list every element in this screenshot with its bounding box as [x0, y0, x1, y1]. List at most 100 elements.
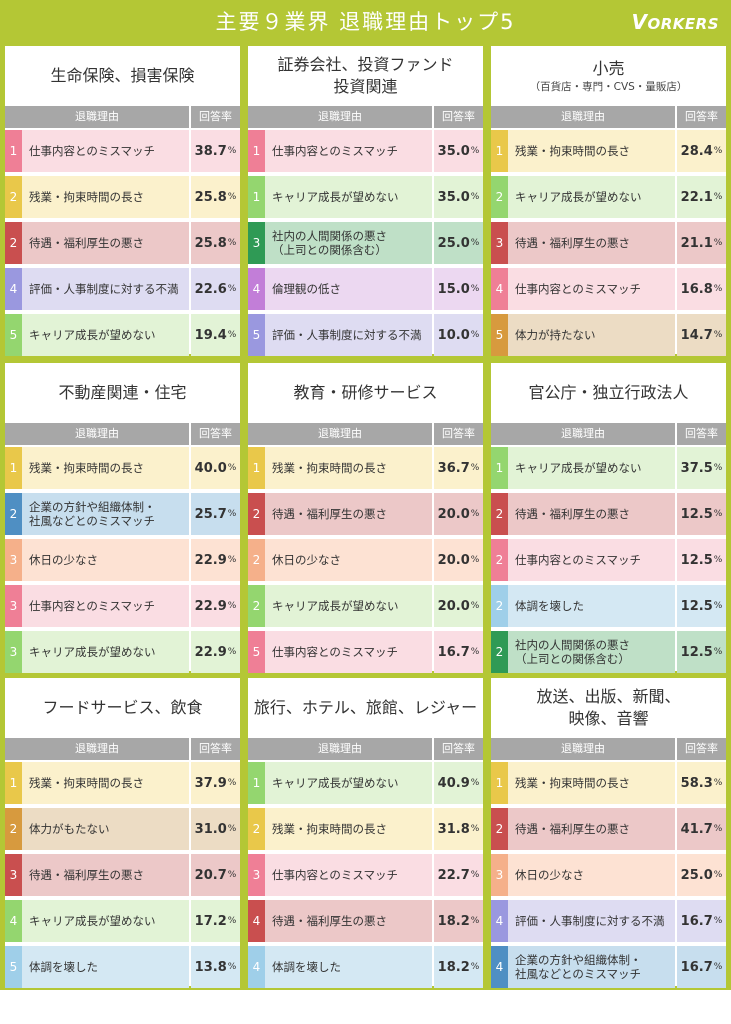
- panel-title-block: 旅行、ホテル、旅館、レジャー: [248, 678, 483, 738]
- reason-cell: 2 キャリア成長が望めない: [248, 585, 432, 627]
- rate-value: 25.7%: [191, 493, 240, 535]
- rank-badge: 2: [5, 176, 22, 218]
- rate-unit: %: [227, 146, 237, 156]
- industry-panel: 生命保険、損害保険 退職理由 回答率 1 仕事内容とのミスマッチ 38.7% 2 残業・拘束時…: [5, 46, 240, 356]
- reason-label: 体調を壊した: [515, 599, 584, 613]
- rate-unit: %: [470, 916, 480, 926]
- panel-title-block: 小売 （百貨店・専門・CVS・量販店）: [491, 46, 726, 106]
- rate-value: 18.2%: [434, 900, 483, 942]
- rate-value: 37.5%: [677, 447, 726, 489]
- rate-number: 25.0: [437, 235, 470, 251]
- panel-title: 証券会社、投資ファンド: [277, 55, 454, 74]
- table-row: 4 仕事内容とのミスマッチ 16.8%: [491, 268, 726, 310]
- reason-label: 待遇・福利厚生の悪さ: [272, 914, 387, 928]
- rate-number: 22.9: [194, 644, 227, 660]
- rate-unit: %: [713, 238, 723, 248]
- table-row: 2 仕事内容とのミスマッチ 12.5%: [491, 539, 726, 581]
- rank-badge: 2: [248, 493, 265, 535]
- reason-cell: 1 キャリア成長が望めない: [491, 447, 675, 489]
- rank-badge: 2: [5, 808, 22, 850]
- reason-label: 仕事内容とのミスマッチ: [515, 553, 642, 567]
- rate-value: 22.9%: [191, 539, 240, 581]
- rank-badge: 5: [491, 314, 508, 356]
- rank-badge: 3: [491, 854, 508, 896]
- reason-cell: 4 キャリア成長が望めない: [5, 900, 189, 942]
- rank-badge: 3: [248, 222, 265, 264]
- rank-badge: 4: [248, 946, 265, 988]
- rate-number: 25.7: [194, 506, 227, 522]
- rate-unit: %: [227, 824, 237, 834]
- reason-label: キャリア成長が望めない: [29, 328, 156, 342]
- rate-value: 14.7%: [677, 314, 726, 356]
- header-reason: 退職理由: [491, 738, 675, 760]
- table-row: 2 体調を壊した 12.5%: [491, 585, 726, 627]
- rank-badge: 2: [248, 539, 265, 581]
- reason-label: 社内の人間関係の悪さ （上司との関係含む）: [515, 638, 630, 666]
- panel-title-block: 生命保険、損害保険: [5, 46, 240, 106]
- rate-value: 22.9%: [191, 631, 240, 673]
- rate-number: 22.7: [437, 867, 470, 883]
- rate-unit: %: [470, 778, 480, 788]
- reason-cell: 1 残業・拘束時間の長さ: [248, 447, 432, 489]
- rank-badge: 5: [5, 946, 22, 988]
- rank-badge: 2: [5, 222, 22, 264]
- rate-number: 12.5: [680, 598, 713, 614]
- rate-value: 22.7%: [434, 854, 483, 896]
- header-reason: 退職理由: [248, 423, 432, 445]
- rank-badge: 4: [491, 900, 508, 942]
- reason-cell: 5 仕事内容とのミスマッチ: [248, 631, 432, 673]
- header-reason: 退職理由: [5, 738, 189, 760]
- panel-title: 教育・研修サービス: [293, 383, 438, 402]
- rate-value: 16.7%: [434, 631, 483, 673]
- reason-cell: 2 待遇・福利厚生の悪さ: [5, 222, 189, 264]
- table-row: 2 キャリア成長が望めない 22.1%: [491, 176, 726, 218]
- table-row: 2 社内の人間関係の悪さ （上司との関係含む） 12.5%: [491, 631, 726, 673]
- reason-cell: 1 残業・拘束時間の長さ: [491, 762, 675, 804]
- reason-label: 体調を壊した: [272, 960, 341, 974]
- reason-label: 待遇・福利厚生の悪さ: [515, 236, 630, 250]
- rate-value: 22.1%: [677, 176, 726, 218]
- rate-value: 12.5%: [677, 493, 726, 535]
- reason-cell: 3 仕事内容とのミスマッチ: [248, 854, 432, 896]
- table-row: 1 キャリア成長が望めない 35.0%: [248, 176, 483, 218]
- table-header: 退職理由 回答率: [491, 423, 726, 445]
- table-row: 3 仕事内容とのミスマッチ 22.9%: [5, 585, 240, 627]
- table-row: 3 キャリア成長が望めない 22.9%: [5, 631, 240, 673]
- table-row: 2 キャリア成長が望めない 20.0%: [248, 585, 483, 627]
- panel-title: 不動産関連・住宅: [58, 383, 187, 402]
- reason-cell: 5 体調を壊した: [5, 946, 189, 988]
- rate-number: 12.5: [680, 552, 713, 568]
- reason-cell: 1 残業・拘束時間の長さ: [491, 130, 675, 172]
- rate-number: 15.0: [437, 281, 470, 297]
- rate-number: 16.7: [437, 644, 470, 660]
- rate-value: 36.7%: [434, 447, 483, 489]
- rank-badge: 2: [491, 585, 508, 627]
- rank-badge: 3: [5, 539, 22, 581]
- reason-label: 待遇・福利厚生の悪さ: [272, 507, 387, 521]
- rate-value: 20.7%: [191, 854, 240, 896]
- rate-unit: %: [470, 647, 480, 657]
- panel-title-block: フードサービス、飲食: [5, 678, 240, 738]
- reason-cell: 2 企業の方針や組織体制・ 社風などとのミスマッチ: [5, 493, 189, 535]
- rank-badge: 2: [491, 493, 508, 535]
- rank-badge: 3: [491, 222, 508, 264]
- rate-unit: %: [470, 870, 480, 880]
- table-row: 2 残業・拘束時間の長さ 31.8%: [248, 808, 483, 850]
- rate-value: 25.0%: [434, 222, 483, 264]
- rate-number: 40.0: [194, 460, 227, 476]
- rate-value: 16.7%: [677, 946, 726, 988]
- rate-number: 36.7: [437, 460, 470, 476]
- table-row: 5 キャリア成長が望めない 19.4%: [5, 314, 240, 356]
- reason-label: 仕事内容とのミスマッチ: [515, 282, 642, 296]
- table-row: 3 社内の人間関係の悪さ （上司との関係含む） 25.0%: [248, 222, 483, 264]
- table-row: 5 体調を壊した 13.8%: [5, 946, 240, 988]
- reason-cell: 5 体力が持たない: [491, 314, 675, 356]
- rate-unit: %: [470, 555, 480, 565]
- reason-cell: 3 休日の少なさ: [5, 539, 189, 581]
- reason-cell: 4 倫理観の低さ: [248, 268, 432, 310]
- reason-label: 待遇・福利厚生の悪さ: [515, 507, 630, 521]
- rate-unit: %: [470, 284, 480, 294]
- header-rate: 回答率: [677, 106, 726, 128]
- rate-value: 12.5%: [677, 631, 726, 673]
- reason-label: 仕事内容とのミスマッチ: [29, 599, 156, 613]
